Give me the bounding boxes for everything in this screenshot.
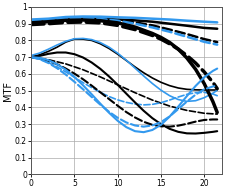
Y-axis label: MTF: MTF <box>3 81 14 101</box>
